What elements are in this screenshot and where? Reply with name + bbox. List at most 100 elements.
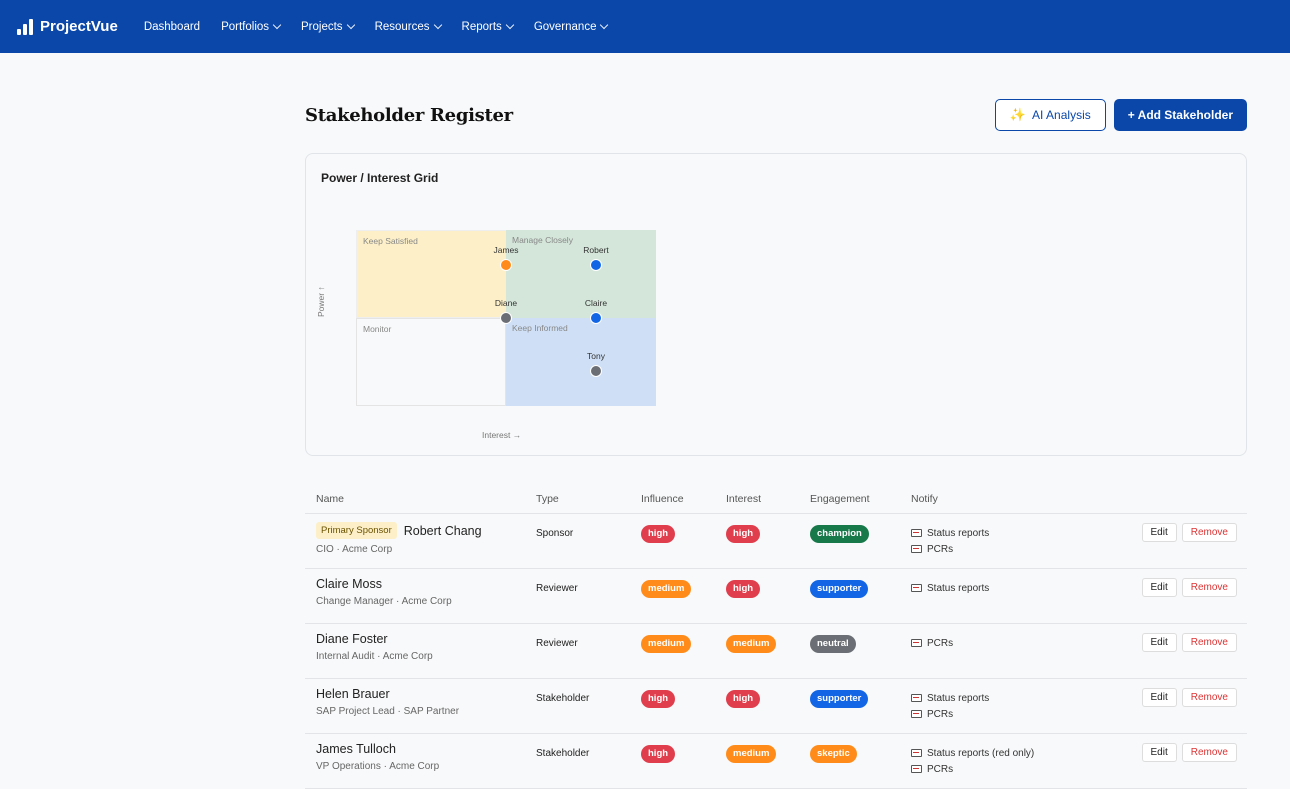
chevron-down-icon xyxy=(600,20,609,29)
interest-badge: medium xyxy=(726,635,777,653)
stakeholder-name: Robert Chang xyxy=(403,523,482,538)
page-actions: ✨ AI Analysis + Add Stakeholder xyxy=(994,99,1247,131)
primary-sponsor-badge: Primary Sponsor xyxy=(316,522,397,539)
remove-button[interactable]: Remove xyxy=(1181,523,1237,542)
edit-button[interactable]: Edit xyxy=(1141,578,1177,597)
nav-label: Projects xyxy=(301,20,343,33)
row-actions: Edit Remove xyxy=(1111,522,1247,568)
col-type[interactable]: Type xyxy=(536,492,559,505)
name-line: Primary Sponsor Robert Chang xyxy=(316,522,536,539)
sparkle-icon: ✨ xyxy=(1009,107,1027,122)
notify-item: PCRs xyxy=(911,761,1111,777)
col-notify[interactable]: Notify xyxy=(911,492,938,505)
influence-cell: medium xyxy=(641,632,726,678)
interest-badge: medium xyxy=(726,745,777,763)
nav-dashboard[interactable]: Dashboard xyxy=(144,21,200,33)
table-row: Primary Sponsor Robert Chang CIO · Acme Co… xyxy=(305,514,1247,569)
quadrant-keep-informed: Keep Informed xyxy=(506,318,656,406)
report-icon xyxy=(911,639,922,647)
remove-button[interactable]: Remove xyxy=(1181,743,1237,762)
notify-label: Status reports xyxy=(927,582,990,594)
stakeholder-table: Name Type Influence Interest Engagement … xyxy=(305,484,1247,789)
row-actions: Edit Remove xyxy=(1111,742,1247,788)
influence-badge: medium xyxy=(641,580,692,598)
power-interest-card: Power / Interest Grid Power ↑ Keep Satis… xyxy=(305,153,1247,456)
nav-reports[interactable]: Reports xyxy=(462,20,515,33)
table-row: Claire Moss Change Manager · Acme Corp Rev… xyxy=(305,569,1247,624)
engagement-cell: supporter xyxy=(810,577,911,623)
stakeholder-point-diane[interactable] xyxy=(500,312,512,324)
chevron-down-icon xyxy=(272,20,282,29)
point-label: Diane xyxy=(494,298,518,308)
notify-item: PCRs xyxy=(911,635,1111,651)
notify-item: Status reports xyxy=(911,690,1111,706)
table-row: James Tulloch VP Operations · Acme Corp St… xyxy=(305,734,1247,789)
stakeholder-point-tony[interactable] xyxy=(590,364,602,377)
nav-portfolios[interactable]: Portfolios xyxy=(221,20,282,33)
edit-button[interactable]: Edit xyxy=(1141,633,1177,652)
nav-resources[interactable]: Resources xyxy=(374,20,442,33)
table-body: Primary Sponsor Robert Chang CIO · Acme Co… xyxy=(305,514,1247,789)
ai-analysis-label: AI Analysis xyxy=(1032,108,1091,122)
edit-button[interactable]: Edit xyxy=(1141,688,1177,707)
name-cell: Diane Foster Internal Audit · Acme Corp xyxy=(305,632,536,678)
notify-cell: Status reports PCRs xyxy=(911,522,1111,568)
y-axis-label: Power ↑ xyxy=(316,286,326,317)
notify-item: Status reports xyxy=(911,525,1111,541)
type-cell: Stakeholder xyxy=(536,748,590,759)
engagement-badge: skeptic xyxy=(810,745,857,763)
name-line: James Tulloch xyxy=(316,742,536,756)
interest-cell: high xyxy=(726,687,810,733)
remove-button[interactable]: Remove xyxy=(1181,633,1237,652)
row-actions: Edit Remove xyxy=(1111,632,1247,678)
name-cell: James Tulloch VP Operations · Acme Corp xyxy=(305,742,536,788)
engagement-cell: champion xyxy=(810,522,911,568)
influence-badge: high xyxy=(641,745,676,763)
remove-button[interactable]: Remove xyxy=(1181,578,1237,597)
col-interest[interactable]: Interest xyxy=(726,492,762,505)
point-label: Robert xyxy=(583,245,609,256)
edit-button[interactable]: Edit xyxy=(1141,523,1177,542)
stakeholder-role: CIO · Acme Corp xyxy=(316,544,393,555)
report-icon xyxy=(911,529,922,537)
add-stakeholder-button[interactable]: + Add Stakeholder xyxy=(1113,99,1247,131)
stakeholder-point-james[interactable] xyxy=(500,259,512,272)
notify-item: PCRs xyxy=(911,541,1111,557)
stakeholder-role: Internal Audit · Acme Corp xyxy=(316,651,433,662)
name-cell: Claire Moss Change Manager · Acme Corp xyxy=(305,577,536,623)
stakeholder-point-robert[interactable] xyxy=(590,259,602,272)
notify-label: PCRs xyxy=(927,763,954,775)
notify-cell: Status reports xyxy=(911,577,1111,623)
notify-label: Status reports xyxy=(927,692,990,704)
nav-label: Resources xyxy=(374,20,430,33)
brand-name: ProjectVue xyxy=(40,18,118,35)
brand-logo[interactable]: ProjectVue xyxy=(17,18,118,35)
stakeholder-name: Claire Moss xyxy=(316,577,382,591)
power-interest-grid: Keep Satisfied Manage Closely Monitor Ke… xyxy=(356,230,656,406)
remove-button[interactable]: Remove xyxy=(1181,688,1237,707)
bar-chart-icon xyxy=(17,18,33,35)
report-icon xyxy=(911,694,922,702)
report-icon xyxy=(911,749,922,757)
stakeholder-point-claire[interactable] xyxy=(590,312,602,324)
col-name[interactable]: Name xyxy=(316,492,345,505)
point-label: Claire xyxy=(584,298,608,308)
ai-analysis-button[interactable]: ✨ AI Analysis xyxy=(994,99,1106,131)
nav-label: Dashboard xyxy=(143,20,201,33)
name-cell: Helen Brauer SAP Project Lead · SAP Partn… xyxy=(305,687,536,733)
notify-label: Status reports (red only) xyxy=(927,747,1035,759)
notify-item: Status reports xyxy=(911,580,1111,596)
engagement-cell: supporter xyxy=(810,687,911,733)
nav-projects[interactable]: Projects xyxy=(301,20,355,33)
quadrant-monitor: Monitor xyxy=(356,318,506,406)
edit-button[interactable]: Edit xyxy=(1141,743,1177,762)
chevron-down-icon xyxy=(433,20,442,29)
name-line: Helen Brauer xyxy=(316,687,536,701)
influence-cell: high xyxy=(641,522,726,568)
col-influence[interactable]: Influence xyxy=(641,492,684,505)
nav-governance[interactable]: Governance xyxy=(534,20,609,33)
influence-badge: high xyxy=(641,525,676,543)
col-engagement[interactable]: Engagement xyxy=(810,492,870,505)
notify-label: PCRs xyxy=(927,637,954,649)
type-cell: Stakeholder xyxy=(536,693,590,704)
